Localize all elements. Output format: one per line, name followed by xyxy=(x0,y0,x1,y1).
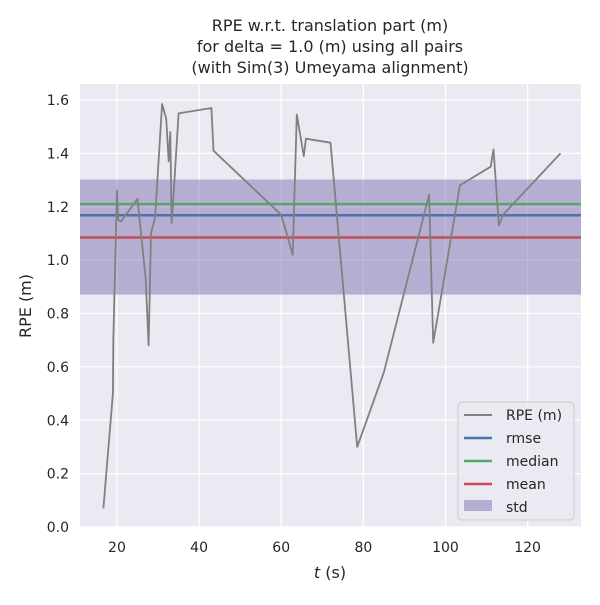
rpe-series-line xyxy=(102,103,562,509)
x-axis-label-variable: t xyxy=(314,563,321,582)
chart-title-line-1: RPE w.r.t. translation part (m) xyxy=(212,16,448,35)
y-tick-label-7: 1.4 xyxy=(47,146,69,162)
y-tick-labels: 0.0 0.2 0.4 0.6 0.8 1.0 1.2 1.4 1.6 xyxy=(47,93,69,536)
legend-frame xyxy=(457,401,575,521)
legend: RPE (m) rmse median mean std xyxy=(457,401,575,521)
chart-title-line-2: for delta = 1.0 (m) using all pairs xyxy=(197,37,463,56)
y-tick-label-6: 1.2 xyxy=(47,200,69,216)
legend-label-median: median xyxy=(506,454,558,470)
x-tick-label-5: 120 xyxy=(514,540,541,556)
y-tick-label-1: 0.2 xyxy=(47,467,69,483)
y-tick-label-0: 0.0 xyxy=(47,520,69,536)
x-tick-label-4: 100 xyxy=(432,540,459,556)
chart-title-line-3: (with Sim(3) Umeyama alignment) xyxy=(191,58,468,77)
x-axis-label: t (s) xyxy=(314,563,346,582)
legend-label-rmse: rmse xyxy=(506,431,541,447)
x-tick-label-1: 40 xyxy=(190,540,208,556)
y-tick-label-5: 1.0 xyxy=(47,253,69,269)
legend-label-rpe: RPE (m) xyxy=(506,408,562,424)
y-tick-label-3: 0.6 xyxy=(47,360,69,376)
y-axis-label: RPE (m) xyxy=(16,274,35,338)
x-tick-label-3: 80 xyxy=(354,540,372,556)
legend-label-std: std xyxy=(506,500,528,516)
x-tick-label-0: 20 xyxy=(108,540,126,556)
legend-label-mean: mean xyxy=(506,477,546,493)
x-tick-labels: 20 40 60 80 100 120 xyxy=(108,540,541,556)
rpe-series-layer xyxy=(102,103,562,509)
y-tick-label-8: 1.6 xyxy=(47,93,69,109)
x-axis-label-unit: (s) xyxy=(320,563,346,582)
y-tick-label-2: 0.4 xyxy=(47,413,69,429)
legend-swatch-std xyxy=(464,500,492,511)
x-tick-label-2: 60 xyxy=(272,540,290,556)
y-tick-label-4: 0.8 xyxy=(47,307,69,323)
